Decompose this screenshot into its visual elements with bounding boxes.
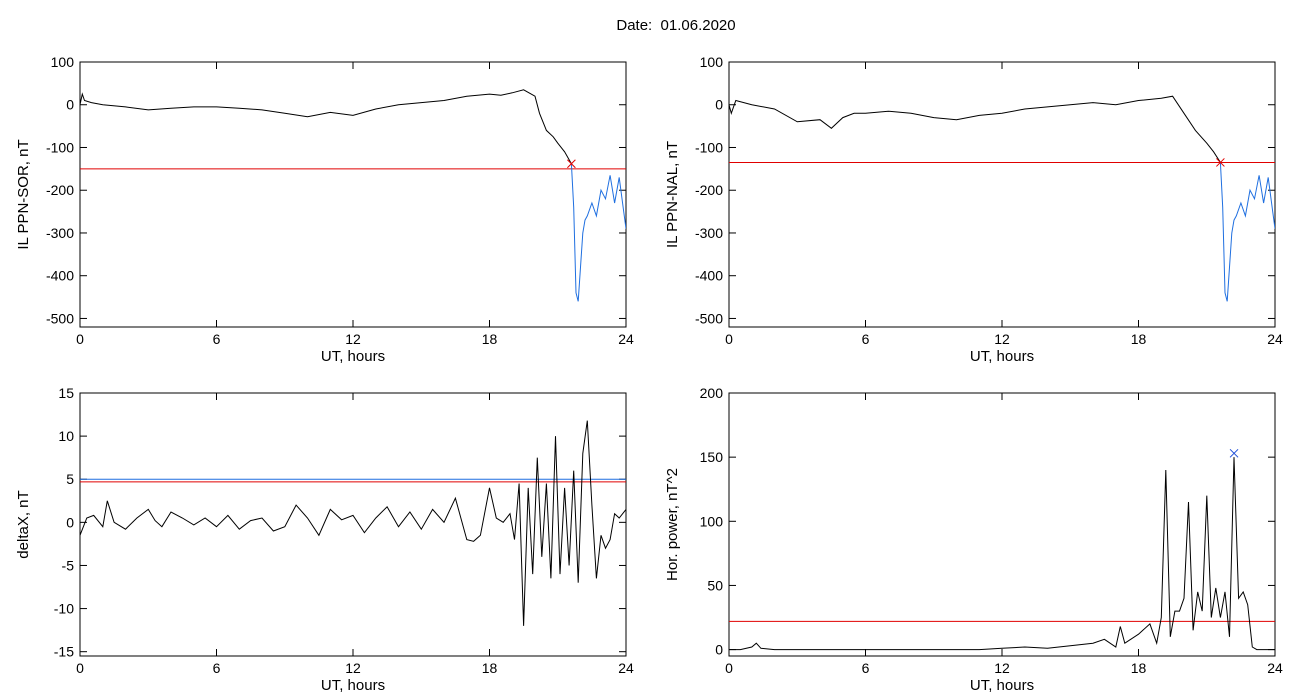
page-title: Date: 01.06.2020 [616,17,736,34]
ppn-sor-y-tick-label: -300 [46,225,74,241]
ppn-sor-x-tick-label: 12 [345,331,361,347]
ppn-sor-y-tick-label: 0 [66,97,74,113]
hor-power-y-tick-label: 150 [700,449,724,465]
chart-hor-power: 0 6 12 18 24 0 50 100 150 200 UT, hours Hor. power,… [664,385,1283,694]
deltax-y-tick-label: -10 [54,601,74,617]
ppn-nal-x-tick-label: 12 [994,331,1010,347]
ppn-nal-marker [1216,158,1225,167]
ppn-sor-y-tick-label: -400 [46,268,74,284]
hor-power-marker [1229,448,1239,458]
ppn-sor-x-tick-label: 18 [482,331,498,347]
ppn-sor-y-axis-label: IL PPN-SOR, nT [15,139,32,249]
hor-power-y-tick-label: 50 [707,577,723,593]
hor-power-x-axis-label: UT, hours [970,677,1034,694]
ppn-nal-series-line-1 [1219,162,1275,302]
hor-power-x-tick-label: 0 [725,660,733,676]
ppn-sor-y-tick-label: -500 [46,310,74,326]
hor-power-x-tick-label: 24 [1267,660,1283,676]
deltax-x-tick-label: 0 [76,660,84,676]
deltax-y-tick-label: 0 [66,514,74,530]
deltax-x-tick-label: 12 [345,660,361,676]
hor-power-x-tick-label: 18 [1131,660,1147,676]
chart-ppn-sor: 0 6 12 18 24 -500 -400 -300 -200 -100 0 100 UT, hour… [15,54,634,365]
ppn-sor-marker-stroke-b [567,159,576,169]
ppn-nal-y-axis-label: IL PPN-NAL, nT [664,141,681,248]
ppn-sor-y-tick-label: 100 [51,54,75,70]
ppn-sor-y-tick-label: -200 [46,182,74,198]
ppn-nal-x-tick-label: 6 [862,331,870,347]
hor-power-y-tick-label: 200 [700,385,724,401]
ppn-sor-x-tick-label: 0 [76,331,84,347]
ppn-sor-y-tick-label: -100 [46,139,74,155]
ppn-sor-x-axis-label: UT, hours [321,348,385,365]
ppn-sor-x-tick-label: 6 [213,331,221,347]
ppn-nal-y-tick-label: 100 [700,54,724,70]
hor-power-marker-stroke-b [1229,448,1239,458]
ppn-nal-series-line-0 [729,95,1221,163]
deltax-x-tick-label: 6 [213,660,221,676]
hor-power-x-tick-label: 6 [862,660,870,676]
deltax-y-tick-label: 15 [58,385,74,401]
deltax-series-line-0 [80,420,626,626]
ppn-sor-x-tick-label: 24 [618,331,634,347]
hor-power-y-tick-label: 100 [700,513,724,529]
hor-power-y-tick-label: 0 [715,642,723,658]
deltax-y-tick-label: 10 [58,428,74,444]
ppn-sor-series-line-0 [80,89,572,164]
ppn-sor-plot-frame [79,61,627,328]
ppn-nal-y-tick-label: -300 [695,225,723,241]
deltax-x-axis-label: UT, hours [321,677,385,694]
ppn-nal-x-axis-label: UT, hours [970,348,1034,365]
ppn-nal-y-tick-label: -500 [695,310,723,326]
ppn-sor-series-line-1 [570,163,626,302]
ppn-nal-x-tick-label: 0 [725,331,733,347]
deltax-x-tick-label: 18 [482,660,498,676]
hor-power-y-axis-label: Hor. power, nT^2 [664,468,681,581]
ppn-nal-y-tick-label: -200 [695,182,723,198]
ppn-sor-marker [567,159,576,169]
chart-deltax: 0 6 12 18 24 -15 -10 -5 0 5 10 15 UT, hours deltaX, n… [15,385,634,694]
ppn-nal-y-tick-label: 0 [715,97,723,113]
hor-power-x-tick-label: 12 [994,660,1010,676]
ppn-nal-x-tick-label: 24 [1267,331,1283,347]
ppn-nal-marker-stroke-b [1216,158,1225,167]
deltax-x-tick-label: 24 [618,660,634,676]
deltax-y-tick-label: -15 [54,644,74,660]
deltax-y-tick-label: -5 [62,557,75,573]
deltax-y-axis-label: deltaX, nT [15,490,32,558]
ppn-nal-y-tick-label: -400 [695,268,723,284]
ppn-nal-x-tick-label: 18 [1131,331,1147,347]
ppn-nal-plot-frame [728,61,1276,328]
deltax-y-tick-label: 5 [66,471,74,487]
hor-power-series-line-0 [729,457,1275,651]
chart-ppn-nal: 0 6 12 18 24 -500 -400 -300 -200 -100 0 100 UT, hour… [664,54,1283,365]
ppn-nal-y-tick-label: -100 [695,139,723,155]
